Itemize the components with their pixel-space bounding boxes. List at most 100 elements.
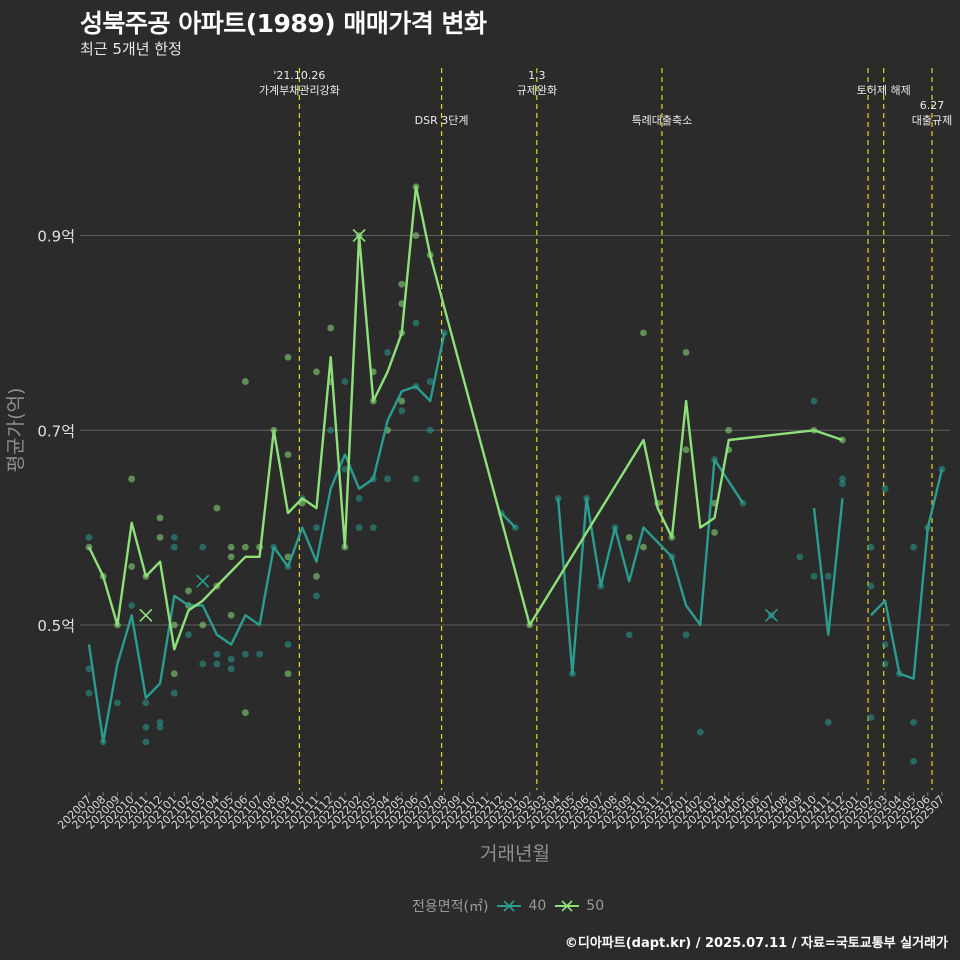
event-label-6-1: 대출규제	[912, 114, 952, 127]
series-line-40-3	[812, 498, 844, 636]
point-40-16	[199, 543, 207, 551]
cross-50-1	[352, 228, 366, 243]
point-40-31	[341, 465, 349, 473]
event-label-1-0: DSR 3단계	[415, 114, 469, 127]
point-40-6	[142, 738, 150, 746]
cross-stroke-b	[196, 574, 210, 588]
point-50-42	[412, 232, 420, 239]
event-label-2-0: 1.3	[528, 69, 546, 82]
legend: 전용면적(㎡) 40 50	[412, 896, 604, 916]
point-40-10	[156, 723, 164, 731]
point-40-39	[412, 319, 420, 327]
point-40-14	[185, 631, 192, 639]
point-40-17	[213, 660, 221, 668]
source-caption: ©디아파트(dapt.kr) / 2025.07.11 / 자료=국토교통부 실…	[564, 936, 948, 951]
point-50-28	[313, 368, 320, 376]
point-40-36	[384, 348, 391, 356]
point-40-60	[810, 397, 818, 405]
point-40-30	[341, 378, 349, 385]
point-40-18	[213, 650, 221, 658]
series-line-40-1	[500, 512, 517, 529]
point-40-38	[398, 407, 406, 415]
legend-label-50: 50	[586, 898, 605, 914]
legend-item-50: 50	[554, 898, 604, 914]
y-tick-label-1: 0.7억	[37, 422, 75, 440]
point-50-40	[398, 397, 406, 405]
point-40-68	[867, 582, 875, 590]
point-40-59	[796, 553, 804, 561]
point-40-54	[682, 631, 690, 639]
event-label-0-1: 가계부채관리강화	[259, 84, 340, 97]
point-40-27	[313, 592, 320, 600]
point-40-24	[284, 641, 292, 648]
point-40-75	[910, 543, 917, 551]
event-lines	[298, 68, 933, 790]
series-line-40-0	[87, 332, 446, 744]
point-40-52	[625, 631, 633, 639]
point-40-37	[384, 475, 391, 483]
point-40-8	[142, 699, 150, 707]
x-axis-title: 거래년월	[480, 843, 550, 865]
cross-markers	[139, 228, 778, 622]
series-line-40-2	[556, 458, 745, 675]
point-50-15	[227, 543, 235, 551]
event-label-2-1: 규제완화	[517, 84, 557, 97]
legend-title: 전용면적(㎡)	[412, 899, 489, 915]
cross-40-1	[764, 608, 778, 622]
point-50-16	[227, 611, 235, 619]
point-40-62	[824, 718, 832, 726]
point-50-19	[241, 709, 249, 717]
point-40-42	[426, 378, 434, 385]
y-tick-labels: 0.5억 0.7억 0.9억	[37, 228, 75, 636]
point-40-21	[241, 650, 249, 658]
point-40-71	[881, 660, 889, 668]
point-50-13	[213, 504, 221, 512]
point-50-20	[241, 543, 249, 551]
legend-item-40: 40	[496, 898, 546, 914]
point-50-9	[170, 621, 178, 629]
point-40-11	[170, 689, 178, 697]
legend-key-50-icon	[555, 900, 580, 912]
point-40-43	[426, 426, 434, 434]
point-40-12	[170, 543, 178, 551]
point-50-10	[185, 587, 192, 595]
y-tick-label-2: 0.9억	[37, 228, 75, 246]
point-50-46	[640, 329, 647, 337]
point-50-54	[725, 426, 733, 434]
point-40-55	[696, 728, 704, 736]
point-40-0	[85, 665, 93, 673]
cross-stroke-b	[764, 608, 778, 622]
point-50-7	[156, 533, 164, 541]
point-50-37	[398, 280, 406, 288]
point-40-7	[142, 723, 150, 731]
point-40-1	[85, 689, 93, 697]
x-tick-labels: 2020072020082020092020102020112020122021…	[55, 792, 947, 832]
point-50-51	[682, 446, 690, 454]
point-40-15	[199, 660, 207, 668]
point-40-65	[839, 480, 846, 488]
series-lines	[87, 185, 944, 744]
series-line-40-4	[870, 468, 944, 680]
point-40-40	[412, 475, 420, 483]
point-40-2	[85, 533, 93, 541]
point-40-34	[369, 524, 377, 532]
point-50-47	[640, 543, 647, 551]
point-50-26	[284, 670, 292, 678]
point-50-52	[711, 529, 718, 536]
point-40-28	[313, 524, 320, 532]
chart-title: 성북주공 아파트(1989) 매매가격 변화	[80, 9, 487, 38]
cross-stroke-b	[352, 228, 366, 243]
y-tick-label-0: 0.5억	[37, 617, 75, 635]
event-label-6-0: 6.27	[920, 99, 945, 112]
legend-key-40-icon	[497, 900, 522, 912]
point-50-8	[170, 670, 178, 678]
point-40-73	[910, 718, 917, 726]
point-40-22	[256, 650, 263, 658]
point-50-45	[625, 533, 633, 541]
point-40-20	[227, 665, 235, 673]
point-40-19	[227, 655, 235, 663]
y-axis-title: 평균가(억)	[5, 388, 27, 473]
point-50-30	[327, 324, 335, 332]
